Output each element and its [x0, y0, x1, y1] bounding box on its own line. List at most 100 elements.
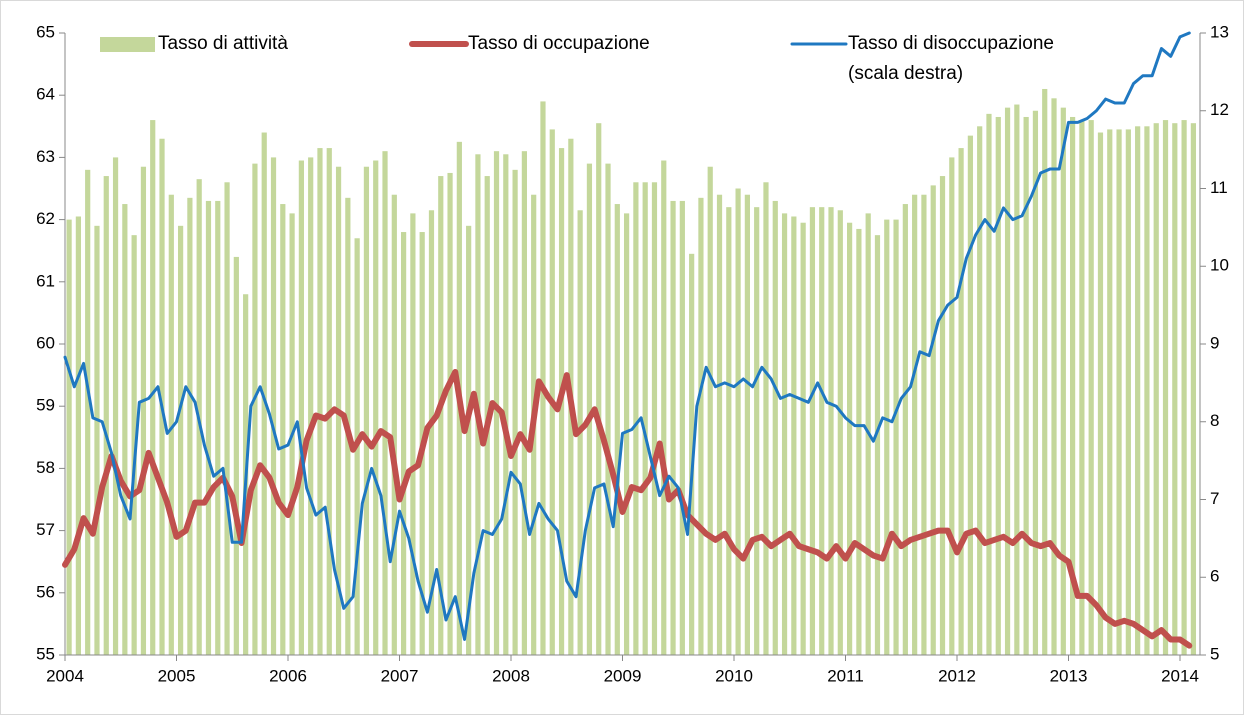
- bar: [521, 151, 527, 655]
- x-tick-label: 2007: [381, 666, 419, 685]
- bar: [503, 154, 509, 656]
- bar: [131, 235, 137, 655]
- bar: [939, 176, 946, 655]
- line: [62, 368, 1193, 649]
- bar: [317, 148, 323, 655]
- bar: [280, 204, 286, 656]
- x-tick-label: 2012: [938, 666, 976, 685]
- y2-tick-label: 8: [1210, 411, 1219, 430]
- bar: [605, 163, 611, 655]
- bar: [410, 213, 416, 655]
- bar: [670, 200, 676, 655]
- bar: [642, 182, 648, 655]
- bar: [75, 216, 81, 656]
- y2-tick-label: 10: [1210, 256, 1229, 275]
- bar: [977, 126, 983, 656]
- x-tick-label: 2004: [46, 666, 84, 685]
- bar: [949, 157, 955, 655]
- x-tick-label: 2006: [269, 666, 307, 685]
- bar: [159, 138, 165, 656]
- bar: [874, 235, 881, 655]
- bar: [754, 207, 760, 655]
- y-tick-label: 57: [36, 520, 55, 539]
- bar: [921, 194, 927, 655]
- bar: [540, 101, 546, 656]
- bar: [1116, 129, 1122, 655]
- bar: [967, 135, 973, 655]
- bar: [205, 200, 212, 655]
- bar: [428, 210, 435, 655]
- bar: [735, 188, 741, 655]
- bar: [373, 160, 379, 655]
- y-tick-label: 61: [36, 271, 55, 290]
- x-tick-label: 2013: [1050, 666, 1088, 685]
- y-tick-label: 59: [36, 396, 55, 415]
- bar: [856, 228, 862, 655]
- bar: [94, 225, 100, 655]
- y-tick-label: 65: [36, 22, 55, 41]
- bar: [800, 222, 806, 655]
- bar: [1107, 129, 1113, 655]
- bar: [1014, 104, 1020, 655]
- bar: [819, 207, 825, 655]
- bar: [1004, 107, 1011, 655]
- bar: [995, 116, 1001, 656]
- y2-tick-label: 13: [1210, 22, 1229, 41]
- x-tick-label: 2008: [492, 666, 530, 685]
- bar: [1032, 110, 1039, 655]
- bar: [884, 219, 890, 655]
- y2-tick-label: 9: [1210, 333, 1219, 352]
- bar: [85, 169, 91, 655]
- bar: [624, 213, 630, 655]
- x-tick-label: 2011: [827, 666, 864, 685]
- y-tick-label: 58: [36, 458, 55, 477]
- bar: [187, 197, 193, 655]
- bar: [791, 216, 797, 656]
- line: [63, 31, 1191, 641]
- bar: [1162, 120, 1169, 655]
- bar: [1060, 107, 1066, 655]
- bar: [930, 185, 936, 655]
- bar: [661, 160, 667, 655]
- bar: [1023, 116, 1029, 656]
- bar: [1088, 120, 1094, 655]
- bar: [1135, 126, 1141, 656]
- y-tick-label: 60: [36, 333, 55, 352]
- y-tick-label: 64: [36, 85, 55, 104]
- bar: [66, 219, 72, 655]
- bar: [716, 194, 723, 655]
- bar: [298, 160, 304, 655]
- bar: [847, 222, 853, 655]
- bar: [744, 194, 750, 655]
- bar: [103, 176, 109, 655]
- bar: [893, 219, 899, 655]
- x-tick-label: 2009: [604, 666, 642, 685]
- bar: [912, 194, 918, 655]
- bar: [689, 253, 695, 655]
- legend-label: Tasso di occupazione: [468, 33, 650, 54]
- bar: [986, 113, 992, 656]
- bar: [261, 132, 267, 655]
- bar: [1125, 129, 1131, 655]
- bar: [1079, 120, 1085, 655]
- bar: [466, 225, 472, 655]
- y-tick-label: 63: [36, 147, 55, 166]
- bar: [1051, 98, 1057, 655]
- bar: [679, 200, 685, 655]
- bar: [763, 182, 769, 655]
- y2-tick-label: 5: [1210, 644, 1219, 663]
- bar: [958, 148, 964, 655]
- bar: [308, 157, 314, 655]
- x-tick-label: 2010: [715, 666, 753, 685]
- y2-tick-label: 6: [1210, 567, 1219, 586]
- x-tick-label: 2005: [158, 666, 196, 685]
- y2-tick-label: 7: [1210, 489, 1219, 508]
- bar: [1190, 123, 1196, 655]
- bar: [391, 194, 397, 655]
- bar: [1181, 120, 1187, 655]
- bar: [270, 157, 277, 655]
- bar: [1070, 116, 1076, 656]
- bar: [1144, 126, 1150, 656]
